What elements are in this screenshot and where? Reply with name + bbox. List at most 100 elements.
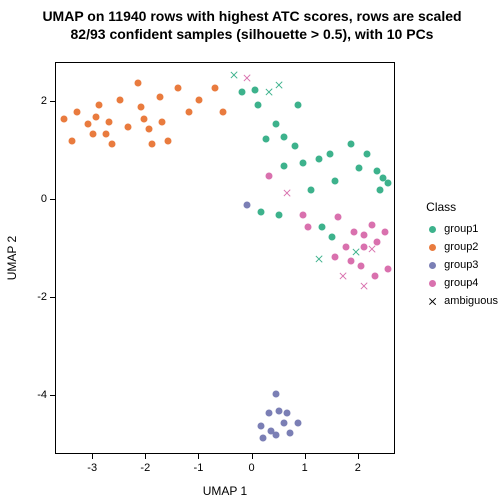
data-point [315, 155, 322, 162]
data-point [281, 162, 288, 169]
data-point [148, 140, 155, 147]
y-tick-mark [50, 199, 55, 200]
x-tick-label: -1 [194, 462, 204, 474]
data-point [314, 255, 323, 264]
data-point [60, 116, 67, 123]
data-point [334, 214, 341, 221]
data-point [360, 281, 369, 290]
data-point [262, 135, 269, 142]
data-point [92, 113, 99, 120]
data-point [276, 211, 283, 218]
plot-area [55, 62, 395, 454]
data-point [369, 221, 376, 228]
data-point [347, 258, 354, 265]
data-point [140, 116, 147, 123]
data-point [347, 140, 354, 147]
data-point [329, 233, 336, 240]
x-tick-mark [145, 454, 146, 459]
data-point [257, 422, 264, 429]
legend-swatch [426, 259, 438, 271]
data-point [159, 118, 166, 125]
y-tick-label: -2 [25, 291, 47, 303]
data-point [273, 390, 280, 397]
data-point [284, 410, 291, 417]
data-point [106, 118, 113, 125]
data-point [318, 224, 325, 231]
data-point [95, 101, 102, 108]
data-point [294, 101, 301, 108]
legend-swatch [426, 277, 438, 289]
legend-label: ambiguous [444, 295, 498, 307]
data-point [108, 140, 115, 147]
data-point [308, 187, 315, 194]
data-point [331, 253, 338, 260]
y-tick-mark [50, 297, 55, 298]
legend-item: group2 [426, 238, 498, 256]
data-point [252, 86, 259, 93]
data-point [326, 150, 333, 157]
data-point [292, 143, 299, 150]
data-point [74, 109, 81, 116]
chart-title: UMAP on 11940 rows with highest ATC scor… [0, 8, 504, 43]
x-tick-mark [252, 454, 253, 459]
y-tick-label: 0 [25, 193, 47, 205]
data-point [164, 138, 171, 145]
legend-items: group1 group2 group3 group4 ambiguous [426, 220, 498, 310]
data-point [124, 123, 131, 130]
data-point [212, 84, 219, 91]
legend-item: group3 [426, 256, 498, 274]
data-point [145, 126, 152, 133]
x-tick-mark [198, 454, 199, 459]
data-point [254, 101, 261, 108]
data-point [371, 273, 378, 280]
legend-label: group1 [444, 223, 478, 235]
legend-swatch [426, 295, 438, 307]
data-point [385, 180, 392, 187]
scatter-chart: UMAP on 11940 rows with highest ATC scor… [0, 0, 504, 504]
legend-item: group4 [426, 274, 498, 292]
data-point [244, 202, 251, 209]
legend-swatch [426, 241, 438, 253]
data-point [243, 73, 252, 82]
x-axis-label: UMAP 1 [55, 484, 395, 498]
y-tick-label: -4 [25, 389, 47, 401]
data-point [355, 165, 362, 172]
legend-label: group2 [444, 241, 478, 253]
data-point [103, 131, 110, 138]
x-tick-mark [358, 454, 359, 459]
data-point [300, 160, 307, 167]
x-tick-label: 2 [355, 462, 361, 474]
data-point [185, 109, 192, 116]
data-point [265, 172, 272, 179]
data-point [229, 71, 238, 80]
data-point [276, 407, 283, 414]
title-line-1: UMAP on 11940 rows with highest ATC scor… [0, 8, 504, 26]
data-point [377, 187, 384, 194]
data-point [363, 150, 370, 157]
legend-swatch [426, 223, 438, 235]
data-point [257, 209, 264, 216]
legend: Class group1group2group3group4ambiguous [426, 200, 498, 310]
x-tick-mark [305, 454, 306, 459]
data-point [275, 81, 284, 90]
data-point [273, 121, 280, 128]
data-point [294, 420, 301, 427]
data-point [283, 188, 292, 197]
data-point [350, 229, 357, 236]
title-line-2: 82/93 confident samples (silhouette > 0.… [0, 26, 504, 44]
y-tick-label: 2 [25, 95, 47, 107]
data-point [305, 224, 312, 231]
data-point [220, 109, 227, 116]
data-point [281, 420, 288, 427]
data-point [286, 429, 293, 436]
x-tick-label: 0 [249, 462, 255, 474]
data-point [116, 96, 123, 103]
data-point [84, 121, 91, 128]
data-point [135, 79, 142, 86]
data-point [300, 211, 307, 218]
legend-label: group3 [444, 259, 478, 271]
y-tick-mark [50, 395, 55, 396]
data-point [385, 265, 392, 272]
data-point [265, 410, 272, 417]
x-tick-label: 1 [302, 462, 308, 474]
